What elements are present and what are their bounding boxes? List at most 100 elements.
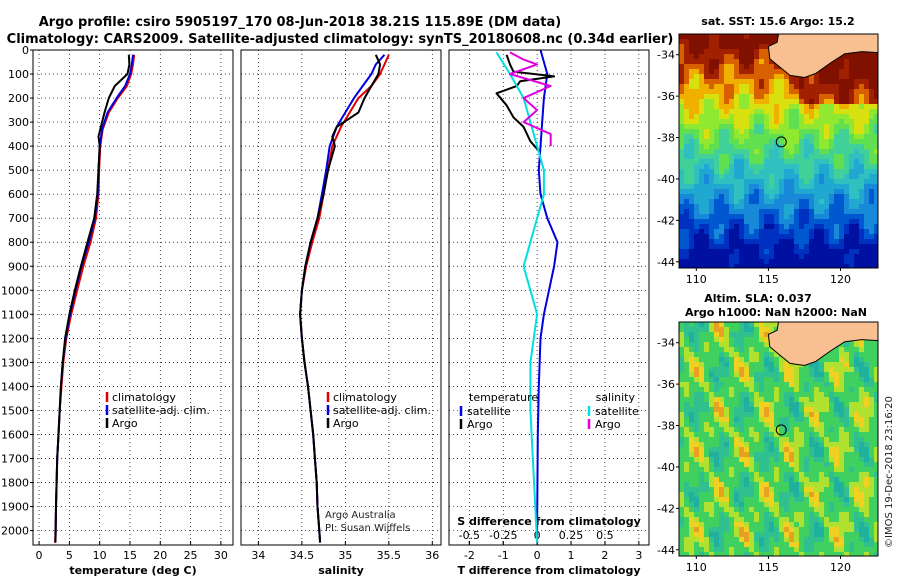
map-cell [809, 89, 815, 95]
map-cell [754, 84, 760, 90]
map-cell [844, 542, 850, 548]
map-cell [829, 532, 835, 538]
map-cell [829, 507, 835, 513]
map-cell [684, 174, 690, 180]
map-cell [684, 482, 690, 488]
map-cell [744, 204, 750, 210]
map-cell [799, 372, 805, 378]
map-cell [749, 99, 755, 105]
map-cell [844, 537, 850, 543]
map-cell [839, 412, 845, 418]
map-cell [764, 149, 770, 155]
map-cell [814, 184, 820, 190]
map-cell [814, 224, 820, 230]
map-cell [724, 194, 730, 200]
map-cell [824, 139, 830, 145]
map-cell [754, 214, 760, 220]
map-cell [804, 382, 810, 388]
map-cell [804, 432, 810, 438]
map-cell [814, 427, 820, 433]
map-cell [689, 542, 695, 548]
map-cell [824, 447, 830, 453]
map-cell [754, 219, 760, 225]
map-cell [869, 174, 875, 180]
map-cell [874, 229, 878, 235]
map-cell [679, 94, 685, 100]
map-cell [679, 537, 685, 543]
map-cell [734, 547, 740, 553]
map-cell [814, 159, 820, 165]
map-cell [819, 437, 825, 443]
map-cell [869, 437, 875, 443]
map-cell [804, 477, 810, 483]
map-cell [729, 412, 735, 418]
map-cell [804, 367, 810, 373]
map-cell [754, 174, 760, 180]
map-cell [809, 367, 815, 373]
map-cell [729, 472, 735, 478]
map-cell [759, 159, 765, 165]
map-cell [684, 457, 690, 463]
map-cell [699, 219, 705, 225]
map-cell [679, 347, 685, 353]
map-cell [784, 497, 790, 503]
map-cell [739, 542, 745, 548]
map-cell [764, 139, 770, 145]
map-cell [779, 362, 785, 368]
map-cell [774, 89, 780, 95]
map-cell [869, 74, 875, 80]
map-cell [759, 199, 765, 205]
map-cell [739, 392, 745, 398]
map-cell [709, 507, 715, 513]
map-cell [844, 547, 850, 553]
map-cell [689, 477, 695, 483]
map-cell [794, 512, 800, 518]
map-cell [824, 412, 830, 418]
map-cell [844, 249, 850, 255]
map-cell [679, 532, 685, 538]
map-cell [784, 542, 790, 548]
map-cell [854, 219, 860, 225]
map-cell [814, 412, 820, 418]
map-cell [869, 114, 875, 120]
map-cell [729, 547, 735, 553]
map-cell [829, 417, 835, 423]
map-cell [804, 199, 810, 205]
map-cell [809, 462, 815, 468]
map-cell [789, 249, 795, 255]
map-cell [719, 49, 725, 55]
map-cell [844, 154, 850, 160]
map-cell [679, 427, 685, 433]
map-cell [824, 477, 830, 483]
map-cell [854, 159, 860, 165]
map-cell [819, 527, 825, 533]
map-cell [864, 437, 870, 443]
map-cell [764, 492, 770, 498]
map-cell [704, 94, 710, 100]
map-cell [799, 552, 805, 556]
map-cell [769, 522, 775, 528]
map-cell [849, 94, 855, 100]
map-cell [759, 367, 765, 373]
map-cell [689, 119, 695, 125]
map-cell [794, 417, 800, 423]
map-cell [834, 407, 840, 413]
map-cell [739, 382, 745, 388]
map-cell [724, 124, 730, 130]
map-cell [689, 502, 695, 508]
map-cell [679, 169, 685, 175]
map-cell [814, 209, 820, 215]
map-cell [769, 89, 775, 95]
map-cell [739, 254, 745, 260]
map-cell [724, 54, 730, 60]
map-cell [709, 94, 715, 100]
map-cell [749, 114, 755, 120]
map-cell [679, 239, 685, 245]
map-cell [824, 219, 830, 225]
map-cell [829, 482, 835, 488]
map-cell [689, 392, 695, 398]
map-cell [829, 367, 835, 373]
map-cell [834, 164, 840, 170]
map-cell [854, 129, 860, 135]
map-cell [749, 432, 755, 438]
